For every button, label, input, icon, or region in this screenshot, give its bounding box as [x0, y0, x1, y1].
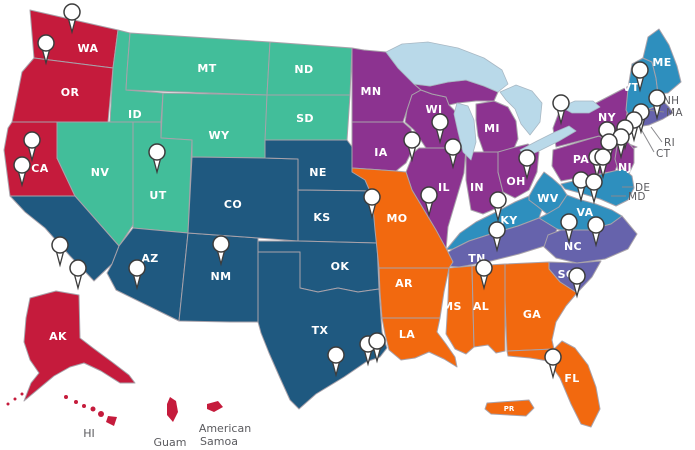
state-tx[interactable]	[257, 251, 388, 410]
state-mt[interactable]	[125, 32, 271, 96]
aleutian-islands	[6, 392, 24, 406]
callout-label-ct: CT	[656, 148, 671, 160]
territory-label-american-samoa-1: American	[199, 422, 251, 435]
state-ar[interactable]	[378, 267, 450, 319]
state-label-pr: PR	[504, 405, 515, 413]
state-nd[interactable]	[266, 41, 353, 96]
callout-label-nh: NH	[663, 95, 679, 107]
hawaii-islands[interactable]	[64, 395, 117, 426]
map-pin[interactable]	[69, 259, 87, 289]
callout-label-ma: MA	[666, 107, 683, 119]
state-la[interactable]	[381, 317, 458, 368]
state-fl[interactable]	[506, 340, 601, 428]
hi-island[interactable]	[74, 400, 78, 404]
state-ga[interactable]	[504, 261, 578, 352]
callout-label-md: MD	[628, 191, 646, 203]
hi-island[interactable]	[64, 395, 68, 399]
lake-ontario	[560, 100, 601, 114]
state-or[interactable]	[11, 57, 114, 123]
lake-superior	[385, 41, 509, 93]
territory-label-american-samoa-2: Samoa	[200, 435, 238, 448]
hi-big-island[interactable]	[106, 416, 117, 426]
territory-american-samoa[interactable]	[207, 401, 223, 412]
hi-island[interactable]	[98, 411, 104, 417]
hi-island[interactable]	[90, 406, 96, 412]
aleutian-dot	[20, 392, 24, 396]
callout-label-de: DE	[635, 182, 650, 194]
map-pin[interactable]	[51, 236, 69, 266]
callout-line-ct	[640, 128, 655, 153]
territory-pr[interactable]	[484, 399, 535, 417]
territory-label-hi: HI	[83, 427, 95, 440]
callout-label-ri: RI	[664, 137, 675, 149]
state-sd[interactable]	[264, 94, 351, 141]
state-ms[interactable]	[445, 265, 475, 355]
lake-michigan	[453, 102, 477, 161]
lake-huron	[499, 84, 543, 136]
state-me[interactable]	[642, 28, 682, 95]
state-al[interactable]	[471, 263, 506, 354]
callout-line-ri	[650, 126, 663, 143]
territory-guam[interactable]	[167, 397, 178, 422]
state-co[interactable]	[187, 156, 299, 242]
state-az[interactable]	[106, 227, 189, 322]
hi-island[interactable]	[82, 404, 86, 408]
state-ak[interactable]	[23, 290, 136, 402]
state-nc[interactable]	[543, 215, 638, 264]
aleutian-dot	[6, 402, 10, 406]
aleutian-dot	[13, 397, 17, 401]
state-ia[interactable]	[351, 121, 415, 172]
territory-label-guam: Guam	[154, 436, 187, 449]
